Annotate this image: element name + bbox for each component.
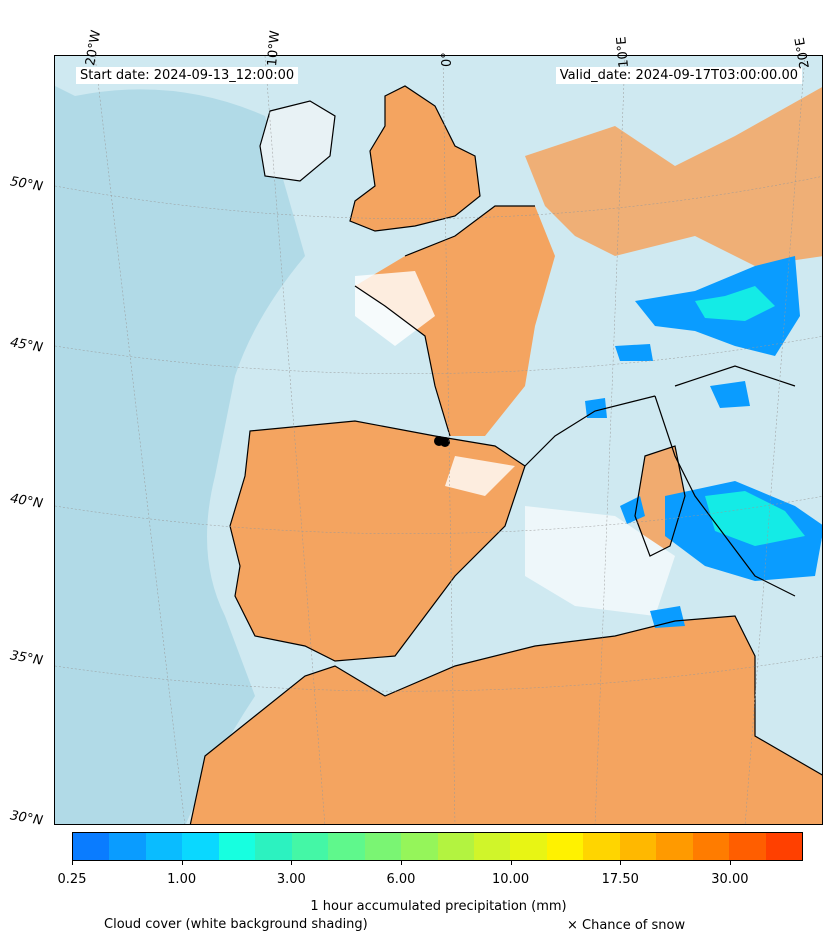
colorbar-segment [364, 833, 402, 860]
graticule [55, 56, 822, 824]
colorbar-segment [437, 833, 474, 860]
lat-label-35n: 35°N [8, 648, 44, 669]
colorbar-tick-label: 6.00 [386, 872, 416, 887]
precip-ligurian [585, 398, 607, 418]
colorbar-segment [73, 833, 110, 860]
colorbar-tick-label: 1.00 [167, 872, 197, 887]
colorbar-segment [729, 833, 766, 860]
colorbar-tickmark [620, 861, 622, 865]
lat-label-30n: 30°N [8, 808, 44, 829]
valid-date-label: Valid_date: 2024-09-17T03:00:00.00 [555, 67, 802, 84]
colorbar-segment [291, 833, 329, 860]
precip-adriatic [710, 381, 750, 408]
colorbar-tickmark [729, 861, 731, 865]
colorbar-segment [619, 833, 657, 860]
colorbar-segment [765, 833, 803, 860]
coastlines [189, 85, 822, 824]
colorbar-tick-label: 3.00 [276, 872, 306, 887]
colorbar-segment [692, 833, 730, 860]
colorbar-tickmark [400, 861, 402, 865]
colorbar-tick-label: 0.25 [57, 872, 87, 887]
colorbar-segment [656, 833, 693, 860]
precip-sicily [650, 606, 685, 628]
land-ireland [260, 101, 335, 181]
lon-label-0: 0° [440, 52, 455, 67]
colorbar-segment [145, 833, 183, 860]
precip-gulf-genoa [615, 344, 653, 361]
colorbar-tick-label: 30.00 [711, 872, 749, 887]
lat-label-50n: 50°N [8, 174, 44, 195]
colorbar-tickmark [510, 861, 512, 865]
precipitation-map [55, 56, 822, 824]
colorbar-segment [109, 833, 146, 860]
colorbar-segment [546, 833, 584, 860]
colorbar-segment [218, 833, 256, 860]
lat-label-45n: 45°N [8, 335, 44, 356]
colorbar-segment [182, 833, 219, 860]
colorbar-tickmark [291, 861, 293, 865]
cloud-cover-note: Cloud cover (white background shading) [104, 917, 368, 932]
land-france [355, 206, 555, 436]
colorbar-title: 1 hour accumulated precipitation (mm) [310, 899, 567, 914]
precip-alps-core [695, 286, 775, 321]
cloud-clear-patch-2 [445, 456, 515, 496]
lon-label-10e: 10°E [614, 35, 632, 69]
colorbar-tickmark [72, 861, 73, 865]
colorbar-tick-label: 17.50 [601, 872, 639, 887]
snow-marker [440, 437, 450, 447]
land-great-britain [350, 86, 480, 231]
colorbar-segment [510, 833, 547, 860]
cloud-clear-patch-1 [355, 271, 435, 346]
land-north-africa [190, 616, 822, 824]
lon-label-10w: 10°W [265, 29, 284, 67]
colorbar-segment [583, 833, 620, 860]
snow-note: × Chance of snow [567, 918, 686, 933]
land-central-europe [525, 87, 822, 266]
colorbar-tick-label: 10.00 [491, 872, 530, 887]
precip-tyrrhenian-core [705, 491, 805, 546]
map-frame[interactable]: Start date: 2024-09-13_12:00:00 Valid_da… [54, 55, 823, 825]
colorbar-segment [473, 833, 511, 860]
cloud-cover-atlantic [55, 86, 305, 824]
colorbar-tickmark [181, 861, 183, 865]
cloud-clear-patch-3 [525, 506, 675, 616]
precipitation-colorbar [72, 832, 803, 861]
precip-sardinia-west [620, 496, 645, 524]
colorbar-segment [255, 833, 292, 860]
colorbar-segment [401, 833, 438, 860]
lat-label-40n: 40°N [8, 491, 44, 512]
colorbar-segment [328, 833, 365, 860]
start-date-label: Start date: 2024-09-13_12:00:00 [76, 67, 299, 84]
